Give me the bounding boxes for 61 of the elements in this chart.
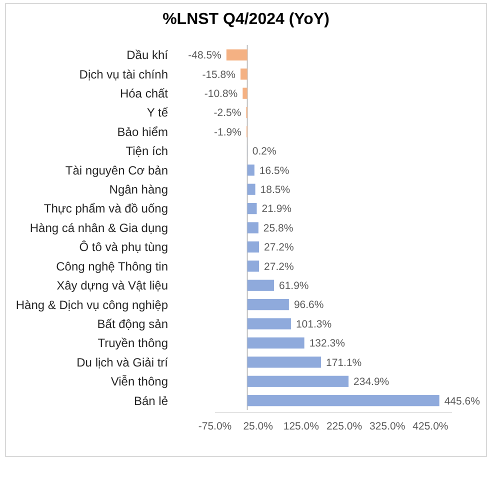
data-label: 101.3% bbox=[296, 318, 332, 330]
x-tick-label: 325.0% bbox=[370, 420, 406, 433]
y-tick-label: Bất động sản bbox=[97, 316, 168, 331]
bar bbox=[247, 202, 257, 214]
y-tick-label: Hàng & Dịch vụ công nghiệp bbox=[16, 298, 168, 312]
data-label: 21.9% bbox=[262, 203, 292, 216]
data-label: 25.8% bbox=[263, 222, 294, 234]
data-label: 132.3% bbox=[309, 338, 345, 350]
data-label: 171.1% bbox=[326, 356, 362, 369]
bar bbox=[247, 337, 304, 349]
y-tick-label: Bán lẻ bbox=[134, 394, 168, 408]
bar bbox=[247, 164, 254, 176]
bar bbox=[240, 68, 248, 80]
bar bbox=[226, 49, 248, 60]
y-tick-label: Tiện ích bbox=[126, 144, 168, 158]
data-label: 234.9% bbox=[354, 376, 390, 388]
y-tick-label: Truyền thông bbox=[98, 336, 168, 350]
data-label: 61.9% bbox=[278, 280, 309, 292]
y-tick-label: Y tế bbox=[146, 106, 168, 120]
y-tick-label: Tài nguyên Cơ bản bbox=[65, 163, 168, 178]
y-tick-label: Công nghệ Thông tin bbox=[56, 259, 168, 274]
y-tick-label: Bảo hiểm bbox=[117, 124, 168, 139]
chart-title: %LNST Q4/2024 (YoY) bbox=[162, 11, 330, 28]
bar bbox=[247, 222, 258, 234]
bar bbox=[247, 299, 289, 310]
y-tick-label: Dịch vụ tài chính bbox=[79, 67, 168, 82]
data-label: 96.6% bbox=[294, 299, 324, 312]
x-tick-label: 125.0% bbox=[283, 420, 319, 433]
y-tick-label: Ô tô và phụ tùng bbox=[79, 240, 168, 254]
data-label: -15.8% bbox=[202, 68, 236, 81]
data-label: 18.5% bbox=[260, 184, 290, 196]
bar bbox=[247, 395, 440, 406]
y-tick-label: Ngân hàng bbox=[109, 182, 168, 197]
x-tick-label: 425.0% bbox=[412, 420, 448, 433]
data-label: 27.2% bbox=[264, 260, 294, 273]
bar bbox=[247, 280, 274, 291]
data-label: -48.5% bbox=[188, 50, 222, 62]
y-tick-label: Thực phẩm và đồ uống bbox=[44, 202, 168, 216]
data-label: -2.5% bbox=[214, 107, 242, 120]
y-tick-label: Du lịch và Giải trí bbox=[76, 355, 169, 370]
bar bbox=[247, 241, 260, 253]
y-tick-label: Hóa chất bbox=[120, 86, 169, 101]
data-label: -10.8% bbox=[204, 88, 238, 100]
bar bbox=[247, 318, 291, 330]
bar bbox=[247, 260, 260, 272]
data-label: 445.6% bbox=[444, 395, 480, 408]
y-tick-label: Hàng cá nhân & Gia dụng bbox=[30, 220, 168, 235]
y-tick-label: Xây dựng và Vật liệu bbox=[56, 278, 168, 293]
bar bbox=[242, 88, 248, 99]
x-tick-label: 225.0% bbox=[326, 420, 362, 433]
data-label: 16.5% bbox=[259, 164, 290, 177]
y-tick-label: Dầu khí bbox=[126, 48, 169, 62]
bar bbox=[247, 356, 322, 368]
y-tick-label: Viễn thông bbox=[110, 374, 168, 389]
data-label: 27.2% bbox=[264, 242, 294, 254]
data-label: -1.9% bbox=[214, 126, 242, 138]
bar bbox=[247, 184, 256, 195]
bar bbox=[247, 376, 349, 387]
x-tick-label: 25.0% bbox=[243, 420, 273, 433]
data-label: 0.2% bbox=[252, 146, 276, 158]
x-tick-label: -75.0% bbox=[198, 420, 232, 433]
